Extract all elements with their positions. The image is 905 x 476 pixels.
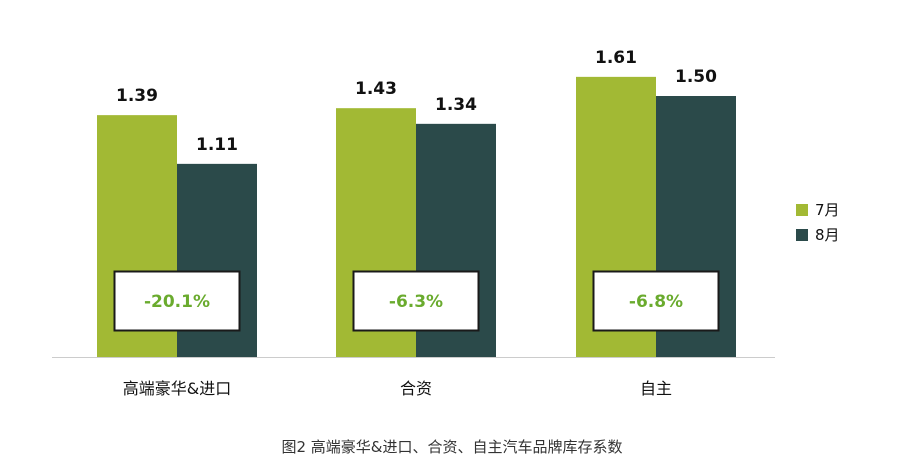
change-label-2: -6.8%	[629, 292, 683, 312]
value-label-aug-0: 1.11	[196, 135, 238, 155]
change-box-1	[352, 270, 480, 332]
legend-label-jul: 7月	[815, 201, 840, 219]
change-box-2	[592, 270, 720, 332]
change-box-0	[113, 270, 241, 332]
value-label-aug-2: 1.50	[675, 67, 717, 87]
category-label-0: 高端豪华&进口	[123, 379, 231, 398]
category-label-1: 合资	[400, 379, 432, 398]
legend-label-aug: 8月	[815, 226, 840, 244]
value-label-jul-0: 1.39	[116, 86, 158, 106]
legend-swatch-aug	[796, 229, 808, 241]
value-label-jul-2: 1.61	[595, 48, 637, 68]
figure-caption: 图2 高端豪华&进口、合资、自主汽车品牌库存系数	[281, 438, 622, 456]
value-label-aug-1: 1.34	[435, 95, 477, 115]
value-label-jul-1: 1.43	[355, 79, 397, 99]
change-label-0: -20.1%	[144, 292, 210, 312]
category-label-2: 自主	[640, 379, 672, 398]
legend-swatch-jul	[796, 204, 808, 216]
change-label-1: -6.3%	[389, 292, 443, 312]
